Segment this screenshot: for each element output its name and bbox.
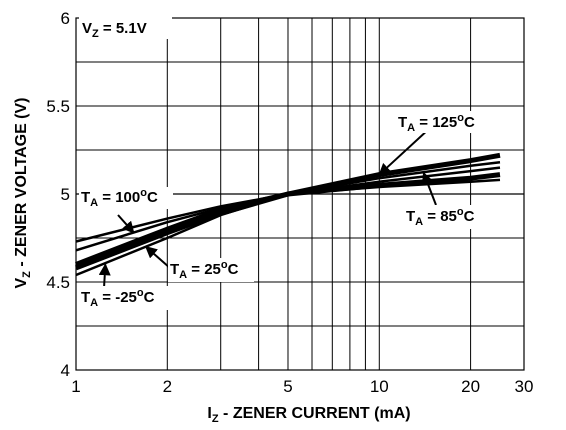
plot-border xyxy=(75,17,525,371)
label-100: TA = 100oC xyxy=(79,187,173,209)
y-tick-label: 4 xyxy=(61,361,70,380)
label-85: TA = 85oC xyxy=(404,205,486,229)
x-axis-label: IZ - ZENER CURRENT (mA) xyxy=(207,405,410,425)
svg-text:TA = 85oC: TA = 85oC xyxy=(406,206,475,228)
svg-text:TA = 125oC: TA = 125oC xyxy=(398,112,475,134)
condition-label: VZ = 5.1V xyxy=(82,20,147,40)
label-minus25: TA = -25oC xyxy=(79,286,171,310)
y-tick-label: 6 xyxy=(61,9,70,28)
y-tick-label: 5.5 xyxy=(46,97,70,116)
x-tick-label: 1 xyxy=(71,377,80,396)
x-tick-label: 2 xyxy=(163,377,172,396)
y-tick-label: 4.5 xyxy=(46,273,70,292)
label-125: TA = 125oC xyxy=(395,111,492,134)
svg-text:TA = 100oC: TA = 100oC xyxy=(81,187,158,209)
label-25: TA = 25oC xyxy=(168,258,254,282)
y-tick-label: 5 xyxy=(61,185,70,204)
leader-line xyxy=(421,171,437,206)
x-tick-label: 30 xyxy=(515,377,534,396)
x-tick-label: 10 xyxy=(370,377,389,396)
svg-text:TA = 25oC: TA = 25oC xyxy=(170,259,239,281)
leader-line xyxy=(98,263,111,289)
series-line xyxy=(75,178,501,277)
tick-labels: 1 2 5 10 20 30 4 4.5 5 5.5 6 xyxy=(46,9,533,396)
leader-line xyxy=(144,246,171,269)
leader-line xyxy=(378,127,431,176)
annotation-leaders xyxy=(98,127,437,289)
x-tick-label: 5 xyxy=(283,377,292,396)
x-tick-label: 20 xyxy=(461,377,480,396)
series-lines xyxy=(75,152,501,277)
leader-line xyxy=(117,214,135,234)
y-axis-label: VZ - ZENER VOLTAGE (V) xyxy=(13,97,33,288)
condition-box xyxy=(79,17,172,39)
plot-frame xyxy=(75,17,525,371)
svg-text:TA = -25oC: TA = -25oC xyxy=(81,287,155,309)
